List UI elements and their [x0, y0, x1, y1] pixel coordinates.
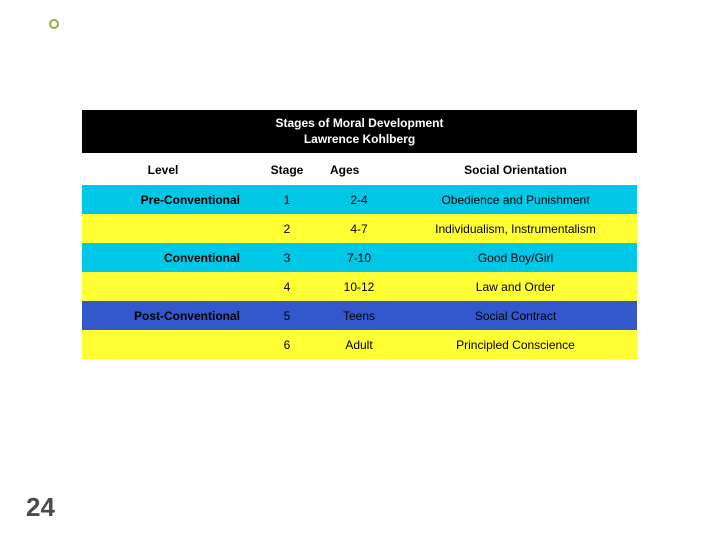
kohlberg-table: Stages of Moral Development Lawrence Koh… — [82, 110, 637, 359]
table-row: Pre-Conventional 1 2-4 Obedience and Pun… — [82, 185, 637, 214]
table-row: 4 10-12 Law and Order — [82, 272, 637, 301]
table-title: Stages of Moral Development Lawrence Koh… — [82, 110, 637, 153]
bullet-icon — [49, 19, 59, 29]
table-row: 2 4-7 Individualism, Instrumentalism — [82, 214, 637, 243]
cell-level: Pre-Conventional — [82, 185, 250, 214]
cell-stage: 6 — [250, 330, 324, 359]
cell-orientation: Individualism, Instrumentalism — [394, 214, 637, 243]
page-number: 24 — [26, 492, 55, 523]
title-line2: Lawrence Kohlberg — [304, 132, 415, 146]
cell-orientation: Good Boy/Girl — [394, 243, 637, 272]
cell-orientation: Obedience and Punishment — [394, 185, 637, 214]
cell-orientation: Law and Order — [394, 272, 637, 301]
cell-stage: 5 — [250, 301, 324, 330]
cell-stage: 1 — [250, 185, 324, 214]
cell-orientation: Principled Conscience — [394, 330, 637, 359]
header-stage: Stage — [250, 153, 324, 185]
title-line1: Stages of Moral Development — [275, 116, 443, 130]
cell-ages: Adult — [324, 330, 394, 359]
table-row: Post-Conventional 5 Teens Social Contrac… — [82, 301, 637, 330]
header-ages: Ages — [324, 153, 394, 185]
cell-stage: 4 — [250, 272, 324, 301]
header-level: Level — [82, 153, 250, 185]
header-orientation: Social Orientation — [394, 153, 637, 185]
cell-ages: 4-7 — [324, 214, 394, 243]
cell-level — [82, 272, 250, 301]
cell-ages: 7-10 — [324, 243, 394, 272]
cell-stage: 3 — [250, 243, 324, 272]
cell-stage: 2 — [250, 214, 324, 243]
cell-level: Conventional — [82, 243, 250, 272]
table-row: 6 Adult Principled Conscience — [82, 330, 637, 359]
cell-level — [82, 330, 250, 359]
cell-ages: Teens — [324, 301, 394, 330]
cell-level: Post-Conventional — [82, 301, 250, 330]
cell-orientation: Social Contract — [394, 301, 637, 330]
cell-ages: 2-4 — [324, 185, 394, 214]
table-header-row: Level Stage Ages Social Orientation — [82, 153, 637, 185]
cell-level — [82, 214, 250, 243]
table-row: Conventional 3 7-10 Good Boy/Girl — [82, 243, 637, 272]
cell-ages: 10-12 — [324, 272, 394, 301]
